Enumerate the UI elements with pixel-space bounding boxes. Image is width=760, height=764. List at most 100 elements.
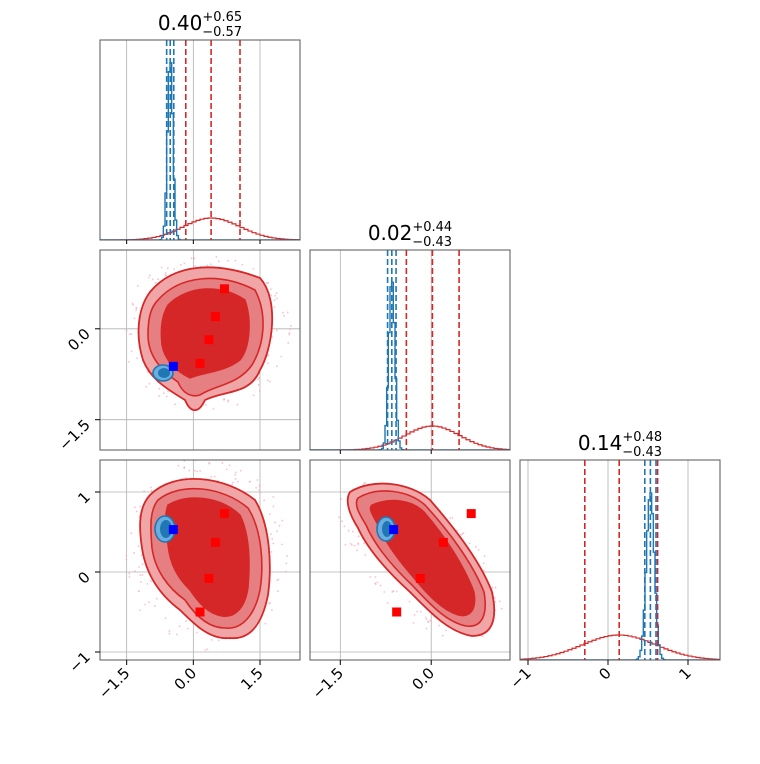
sample-point — [272, 505, 275, 508]
y-tick-label: −1.5 — [55, 416, 93, 454]
quantiles-p0 — [165, 40, 241, 240]
panel-hist-p2: 0.14+0.48 −0.43 — [519, 430, 721, 661]
sample-point — [177, 464, 180, 467]
sample-point — [168, 630, 171, 632]
sample-point — [483, 555, 486, 558]
sample-point — [149, 274, 151, 277]
grid-hist-p2 — [527, 460, 689, 660]
sample-point — [206, 648, 209, 651]
sample-point — [139, 574, 142, 577]
sample-point — [288, 332, 291, 334]
sample-point — [482, 562, 485, 565]
sample-point — [158, 387, 161, 390]
sample-point — [284, 570, 287, 573]
panel-2d-p1-p2 — [309, 459, 511, 661]
sample-point — [280, 355, 283, 358]
sample-point — [164, 272, 167, 274]
sample-point — [265, 281, 268, 284]
y-tick-label: 1 — [74, 488, 93, 507]
sample-point — [278, 524, 281, 527]
sample-point — [194, 265, 197, 268]
sample-point — [153, 605, 156, 607]
sample-point — [374, 576, 377, 578]
sample-point — [128, 333, 131, 335]
marker-red — [204, 335, 214, 345]
sample-point — [344, 543, 347, 546]
marker-blue — [389, 525, 399, 535]
sample-point — [204, 403, 207, 406]
sample-point — [270, 288, 272, 290]
sample-point — [167, 390, 169, 393]
sample-point — [270, 294, 273, 297]
x-tick-label: −1.5 — [309, 664, 347, 702]
sample-point — [376, 581, 379, 584]
sample-point — [130, 350, 133, 353]
sample-point — [133, 506, 136, 509]
sample-point — [137, 545, 140, 547]
sample-point — [150, 580, 153, 583]
frame-2d-p0-p1 — [99, 249, 301, 451]
sample-point — [228, 464, 231, 467]
sample-point — [494, 586, 497, 589]
sample-point — [276, 579, 279, 582]
sample-point — [274, 521, 276, 524]
sample-point — [239, 469, 242, 472]
sample-point — [287, 342, 290, 344]
marker-red — [392, 607, 402, 617]
frame-2d-p0-p2 — [99, 459, 301, 661]
sample-point — [395, 590, 398, 593]
sample-point — [138, 590, 140, 593]
markers-p0-p2 — [168, 509, 229, 617]
sample-point — [151, 278, 154, 281]
quantiles-p1 — [386, 250, 460, 450]
x-tick-label: 1.5 — [237, 664, 267, 694]
sample-point — [221, 462, 224, 464]
sample-point — [258, 377, 261, 379]
sample-point — [276, 590, 279, 593]
sample-point — [374, 582, 377, 585]
sample-point — [127, 360, 130, 363]
sample-point — [136, 285, 139, 287]
marker-red — [415, 573, 425, 583]
sample-point — [164, 274, 167, 276]
sample-point — [231, 483, 234, 486]
marker-red — [211, 537, 221, 547]
sample-point — [146, 583, 149, 585]
marker-red — [219, 284, 229, 294]
sample-point — [276, 297, 278, 300]
sample-point — [255, 486, 258, 489]
sample-point — [451, 516, 454, 519]
panel-2d-p0-p1 — [99, 249, 301, 451]
marker-red — [195, 358, 205, 368]
sample-point — [289, 328, 292, 331]
sample-point — [268, 380, 271, 383]
sample-point — [413, 613, 416, 616]
sample-point — [252, 267, 255, 270]
title-p0: 0.40+0.65 −0.57 — [158, 10, 242, 40]
sample-point — [269, 601, 271, 604]
sample-point — [408, 600, 411, 603]
sample-point — [190, 257, 193, 260]
sample-point — [491, 586, 494, 589]
sample-point — [212, 407, 215, 410]
title-p2: 0.14+0.48 −0.43 — [578, 430, 662, 460]
panel-hist-p0: 0.40+0.65 −0.57 — [99, 10, 301, 241]
sample-point — [424, 616, 427, 619]
sample-point — [352, 530, 354, 533]
sample-point — [150, 489, 153, 492]
title-p1: 0.02+0.44 −0.43 — [368, 220, 452, 250]
sample-point — [425, 627, 428, 630]
sample-point — [363, 482, 366, 485]
sample-point — [135, 309, 138, 312]
sample-point — [257, 384, 260, 386]
sample-point — [136, 357, 138, 360]
marker-red — [204, 573, 214, 583]
marker-red — [219, 509, 229, 519]
sample-point — [234, 259, 237, 262]
sample-point — [269, 533, 272, 535]
sample-point — [481, 635, 484, 638]
sample-point — [179, 264, 182, 266]
sample-point — [281, 311, 284, 314]
sample-point — [356, 549, 358, 552]
sample-point — [130, 532, 133, 535]
